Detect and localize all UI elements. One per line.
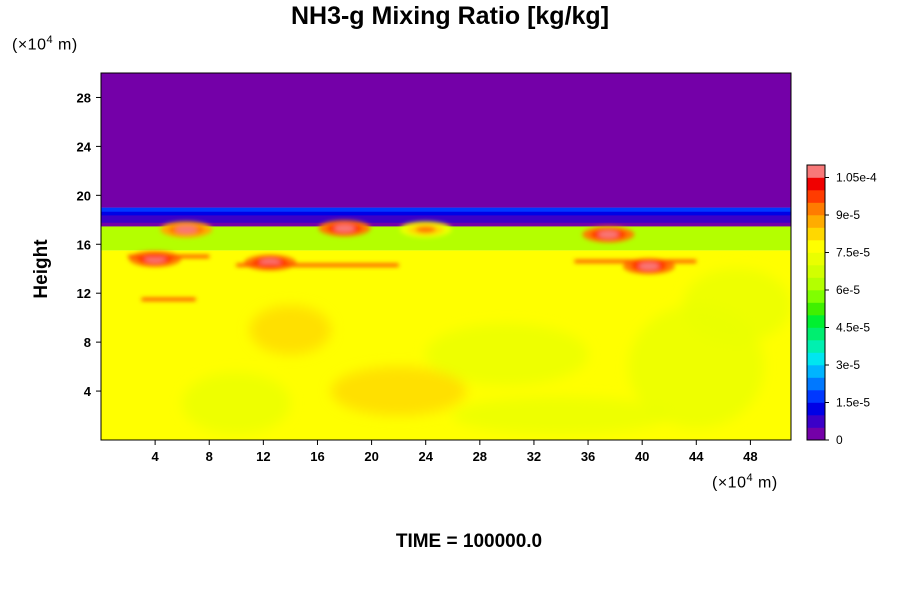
colorbar-swatch bbox=[807, 252, 825, 266]
colorbar-tick-label: 7.5e-5 bbox=[836, 246, 870, 260]
colorbar-swatch bbox=[807, 265, 825, 278]
y-unit-suffix: m) bbox=[53, 36, 78, 54]
y-axis-unit: (×104 m) bbox=[12, 34, 78, 54]
layer-upper-atmosphere bbox=[101, 73, 791, 208]
x-tick-label: 8 bbox=[206, 449, 213, 464]
texture-patch bbox=[331, 366, 467, 416]
colorbar-swatch bbox=[807, 165, 825, 178]
texture-patch bbox=[182, 372, 291, 434]
x-tick-label: 40 bbox=[635, 449, 649, 464]
x-tick-label: 48 bbox=[743, 449, 757, 464]
local-maximum bbox=[638, 262, 659, 270]
colorbar-swatch bbox=[807, 240, 825, 253]
texture-patch bbox=[425, 323, 589, 385]
heatmap-field bbox=[101, 73, 791, 440]
colorbar-swatch bbox=[807, 177, 825, 191]
x-tick-label: 28 bbox=[473, 449, 487, 464]
y-tick-label: 24 bbox=[77, 139, 92, 154]
colorbar-swatch bbox=[807, 340, 825, 353]
y-tick-label: 8 bbox=[84, 335, 91, 350]
x-axis: 4 8 12 16 20 24 28 32 36 40 44 48 bbox=[152, 440, 758, 464]
local-maximum bbox=[334, 224, 355, 232]
y-unit-prefix: (×10 bbox=[12, 36, 47, 54]
y-tick-label: 28 bbox=[77, 90, 91, 105]
colorbar-swatch bbox=[807, 327, 825, 341]
transition-step bbox=[101, 207, 791, 212]
colorbar-swatch bbox=[807, 402, 825, 416]
colorbar-tick-label: 1.05e-4 bbox=[836, 171, 877, 185]
x-tick-label: 24 bbox=[418, 449, 433, 464]
colorbar-tick-label: 4.5e-5 bbox=[836, 321, 870, 335]
lower-texture bbox=[182, 268, 791, 434]
x-unit-prefix: (×10 bbox=[712, 474, 747, 492]
colorbar-swatch bbox=[807, 215, 825, 228]
y-unit-exponent: 4 bbox=[46, 34, 54, 46]
x-tick-label: 4 bbox=[152, 449, 160, 464]
colorbar-tick-label: 9e-5 bbox=[836, 208, 860, 222]
x-tick-label: 36 bbox=[581, 449, 595, 464]
colorbar-tick-label: 0 bbox=[836, 433, 843, 447]
texture-patch bbox=[452, 397, 670, 434]
x-unit-suffix: m) bbox=[753, 474, 778, 492]
colorbar-tick-label: 3e-5 bbox=[836, 358, 860, 372]
chart-title: NH3-g Mixing Ratio [kg/kg] bbox=[290, 2, 610, 30]
colorbar-tick-label: 6e-5 bbox=[836, 283, 860, 297]
transition-step bbox=[101, 222, 791, 227]
local-maximum bbox=[415, 226, 436, 234]
colorbar: 0 1.5e-5 3e-5 4.5e-5 6e-5 7.5e-5 9e-5 1.05e-4 bbox=[806, 164, 877, 447]
plot-frame bbox=[100, 72, 792, 441]
local-maximum bbox=[598, 230, 619, 238]
x-tick-label: 16 bbox=[310, 449, 324, 464]
texture-patch bbox=[682, 268, 791, 343]
colorbar-swatch bbox=[807, 427, 825, 441]
colorbar-swatch bbox=[807, 365, 825, 378]
time-label: TIME = 100000.0 bbox=[395, 531, 543, 552]
y-tick-label: 16 bbox=[77, 237, 91, 252]
y-axis: 4 8 12 16 20 24 28 bbox=[77, 90, 101, 399]
colorbar-swatch bbox=[807, 290, 825, 303]
texture-patch bbox=[249, 305, 331, 355]
colorbar-swatch bbox=[807, 415, 825, 428]
y-tick-label: 12 bbox=[77, 286, 91, 301]
x-tick-label: 32 bbox=[527, 449, 541, 464]
colorbar-swatch bbox=[807, 190, 825, 203]
colorbar-swatch bbox=[807, 202, 825, 216]
x-unit-exponent: 4 bbox=[746, 472, 754, 484]
y-tick-label: 4 bbox=[84, 384, 92, 399]
x-tick-label: 12 bbox=[256, 449, 270, 464]
transition-step bbox=[101, 218, 791, 223]
x-tick-label: 20 bbox=[364, 449, 378, 464]
colorbar-swatch bbox=[807, 390, 825, 403]
colorbar-frame bbox=[806, 164, 826, 441]
colorbar-swatch bbox=[807, 227, 825, 241]
x-tick-label: 44 bbox=[689, 449, 704, 464]
colorbar-swatch bbox=[807, 277, 825, 291]
transition-step bbox=[101, 214, 791, 220]
colorbar-swatch bbox=[807, 302, 825, 316]
transition-step bbox=[101, 211, 791, 216]
colorbar-swatch bbox=[807, 315, 825, 328]
layer-transition bbox=[101, 207, 791, 227]
local-maximum bbox=[176, 226, 197, 234]
filaments bbox=[128, 220, 697, 301]
colorbar-swatch bbox=[807, 352, 825, 366]
colorbar-swatch bbox=[807, 377, 825, 391]
y-tick-label: 20 bbox=[77, 188, 91, 203]
colorbar-tick-label: 1.5e-5 bbox=[836, 396, 870, 410]
x-axis-unit: (×104 m) bbox=[712, 472, 778, 492]
